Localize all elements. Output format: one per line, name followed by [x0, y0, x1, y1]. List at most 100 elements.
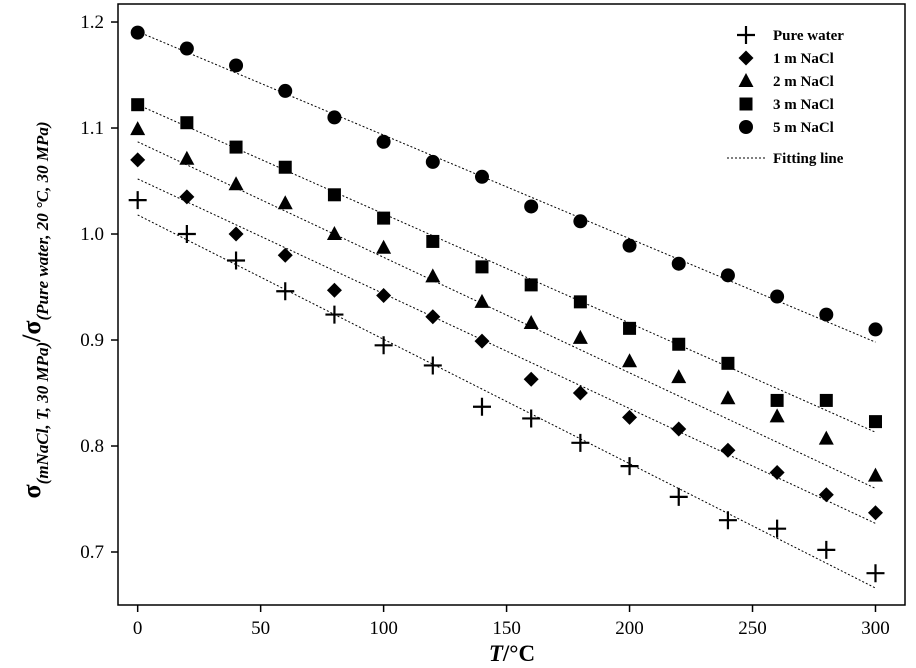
legend-marker-5-m-nacl — [739, 120, 753, 134]
point-pure-water — [620, 457, 639, 476]
legend: Pure water 1 m NaCl 2 m NaCl 3 m NaCl 5 … — [727, 26, 844, 167]
point-pure-water — [128, 191, 147, 210]
y-axis-title: σ(mNaCl, T, 30 MPa)/σ(Pure water, 20 °C,… — [17, 121, 52, 498]
point-pure-water — [325, 305, 344, 324]
x-tick-label: 250 — [738, 618, 767, 639]
point-3-m-nacl — [819, 393, 833, 407]
legend-label-1m-nacl: 1 m NaCl — [773, 51, 834, 67]
point-5-m-nacl — [770, 289, 785, 304]
y-tick-label: 1.1 — [80, 118, 104, 139]
point-5-m-nacl — [720, 268, 735, 283]
point-2-m-nacl — [179, 150, 195, 165]
point-pure-water — [177, 225, 196, 244]
legend-label-3m-nacl: 3 m NaCl — [773, 97, 834, 113]
point-pure-water — [423, 356, 442, 375]
fit-line-1-m-nacl — [137, 178, 876, 524]
fitting-lines — [137, 31, 876, 589]
point-1-m-nacl — [867, 505, 883, 521]
point-3-m-nacl — [426, 234, 440, 248]
x-tick-label: 0 — [133, 618, 143, 639]
point-1-m-nacl — [130, 152, 146, 168]
point-2-m-nacl — [671, 369, 687, 384]
point-1-m-nacl — [228, 226, 244, 242]
point-pure-water — [768, 519, 787, 538]
point-2-m-nacl — [425, 268, 441, 283]
x-tick-label: 100 — [369, 618, 398, 639]
point-pure-water — [718, 511, 737, 530]
point-3-m-nacl — [278, 160, 292, 174]
legend-label-2m-nacl: 2 m NaCl — [773, 74, 834, 90]
y-tick-label: 0.7 — [80, 542, 104, 563]
legend-marker-pure-water — [737, 26, 755, 44]
point-1-m-nacl — [277, 247, 293, 263]
point-5-m-nacl — [819, 307, 834, 322]
legend-marker-1-m-nacl — [738, 50, 754, 66]
point-5-m-nacl — [229, 58, 244, 73]
point-5-m-nacl — [474, 169, 489, 184]
point-1-m-nacl — [720, 442, 736, 458]
data-points — [128, 25, 885, 583]
point-pure-water — [571, 433, 590, 452]
point-3-m-nacl — [573, 295, 587, 309]
point-3-m-nacl — [721, 356, 735, 370]
plot-frame — [117, 3, 906, 606]
legend-label-5m-nacl: 5 m NaCl — [773, 120, 834, 136]
point-5-m-nacl — [573, 214, 588, 229]
plot-area — [117, 3, 906, 606]
point-2-m-nacl — [523, 315, 539, 330]
fit-line-3-m-nacl — [137, 104, 876, 433]
point-1-m-nacl — [671, 421, 687, 437]
point-2-m-nacl — [474, 293, 490, 308]
x-axis-title: T/°C — [489, 641, 535, 666]
point-3-m-nacl — [327, 188, 341, 202]
point-2-m-nacl — [769, 408, 785, 423]
point-2-m-nacl — [326, 226, 342, 241]
x-tick-label: 200 — [615, 618, 644, 639]
point-5-m-nacl — [278, 83, 293, 98]
point-2-m-nacl — [572, 329, 588, 344]
point-5-m-nacl — [376, 134, 391, 149]
point-1-m-nacl — [523, 371, 539, 387]
point-1-m-nacl — [425, 309, 441, 325]
point-2-m-nacl — [376, 239, 392, 254]
point-5-m-nacl — [179, 41, 194, 56]
point-pure-water — [817, 540, 836, 559]
point-3-m-nacl — [770, 393, 784, 407]
point-pure-water — [866, 564, 885, 583]
point-pure-water — [276, 282, 295, 301]
point-1-m-nacl — [769, 465, 785, 481]
point-1-m-nacl — [376, 287, 392, 303]
point-5-m-nacl — [425, 154, 440, 169]
legend-label-fitting-line: Fitting line — [773, 151, 844, 167]
y-tick-label: 1.0 — [80, 224, 104, 245]
ticks: 0 50 100 150 200 250 300 0.7 0.8 0.9 1.0 1.1 1.2 — [80, 12, 889, 639]
point-3-m-nacl — [475, 260, 489, 274]
point-3-m-nacl — [868, 415, 882, 429]
point-5-m-nacl — [868, 322, 883, 337]
fit-line-2-m-nacl — [137, 141, 876, 489]
point-3-m-nacl — [524, 278, 538, 292]
y-tick-label: 0.9 — [80, 330, 104, 351]
point-pure-water — [472, 397, 491, 416]
point-pure-water — [522, 409, 541, 428]
point-pure-water — [669, 487, 688, 506]
x-tick-label: 300 — [861, 618, 890, 639]
point-pure-water — [227, 251, 246, 270]
point-2-m-nacl — [720, 390, 736, 405]
point-1-m-nacl — [818, 487, 834, 503]
point-2-m-nacl — [277, 195, 293, 210]
point-2-m-nacl — [228, 176, 244, 191]
point-5-m-nacl — [622, 238, 637, 253]
fit-line-5-m-nacl — [137, 31, 876, 343]
point-3-m-nacl — [180, 116, 194, 130]
point-1-m-nacl — [326, 282, 342, 298]
point-1-m-nacl — [474, 333, 490, 349]
point-3-m-nacl — [131, 98, 145, 112]
y-tick-label: 1.2 — [80, 12, 104, 33]
point-pure-water — [374, 336, 393, 355]
point-3-m-nacl — [377, 211, 391, 225]
point-1-m-nacl — [179, 189, 195, 205]
point-1-m-nacl — [572, 385, 588, 401]
point-5-m-nacl — [327, 110, 342, 125]
